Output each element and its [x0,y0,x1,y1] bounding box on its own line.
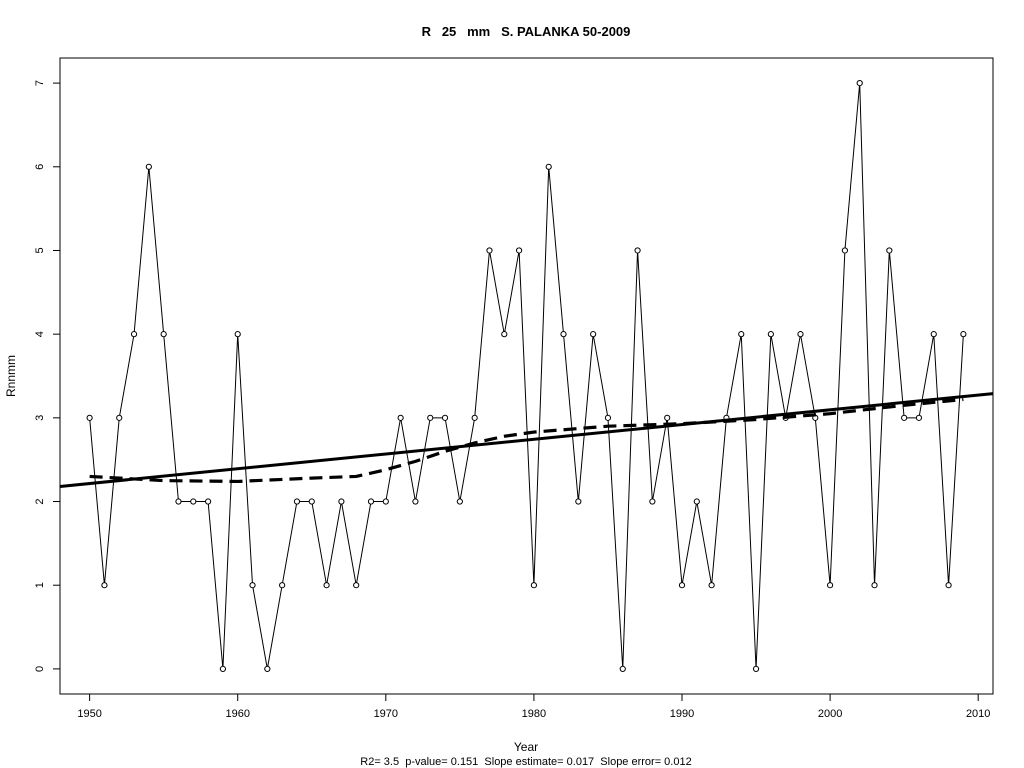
data-point [678,582,686,589]
data-point [145,163,152,170]
y-tick-label: 0 [34,666,46,672]
data-point [130,331,138,338]
data-point [486,247,493,254]
y-tick-label: 3 [34,415,46,421]
data-point [264,665,271,672]
data-point [353,582,360,589]
data-point [338,498,345,505]
x-axis-label: Year [514,740,538,754]
stats-footnote: R2= 3.5 p-value= 0.151 Slope estimate= 0… [360,756,691,768]
data-point [219,665,227,672]
data-point [841,247,849,254]
data-point [175,498,182,505]
data-point [664,414,671,421]
y-tick-label: 6 [34,164,46,170]
data-point [441,414,449,421]
x-axis: 1950 1960 1970 1980 1990 2000 2010 [77,693,990,720]
y-tick-label: 4 [34,331,46,337]
x-tick-label: 1980 [522,708,546,720]
data-point [945,582,952,589]
data-point [560,331,567,338]
data-point [323,582,330,589]
data-point [293,498,301,505]
data-point [515,247,523,254]
data-point [590,331,597,338]
data-point [693,498,700,505]
data-point [160,331,167,338]
x-tick-label: 2010 [966,708,990,720]
data-point [649,498,656,505]
data-point [826,582,834,589]
data-point [456,498,463,505]
data-point [738,331,745,338]
data-point [116,414,123,421]
data-point [752,665,760,672]
data-point [86,414,93,421]
data-point [530,582,538,589]
y-tick-label: 5 [34,247,46,253]
data-point [960,331,967,338]
data-point [249,582,256,589]
data-point [190,498,197,505]
data-point [427,414,434,421]
data-point [856,80,863,87]
data-point [101,582,108,589]
data-point [575,498,582,505]
data-point [767,331,774,338]
data-point [279,582,286,589]
data-point [412,498,419,505]
data-point [708,582,715,589]
data-point [471,414,478,421]
data-point [234,331,241,338]
data-point [930,331,937,338]
y-tick-label: 7 [34,80,46,86]
y-axis: 0 1 2 3 4 5 6 7 [34,80,61,672]
data-point [634,247,641,254]
data-point [545,163,552,170]
data-point [397,414,404,421]
chart-title: R 25 mm S. PALANKA 50-2009 [422,24,631,39]
data-point [915,414,923,421]
data-point [886,247,893,254]
x-tick-label: 1990 [670,708,694,720]
data-point [871,582,878,589]
data-point [901,414,908,421]
data-point [382,498,389,505]
data-point [797,331,804,338]
data-point [501,331,508,338]
data-point [619,665,626,672]
smoothed-line [89,397,964,484]
trend-line [59,392,994,488]
y-tick-label: 1 [34,582,46,588]
x-tick-label: 1960 [225,708,249,720]
y-tick-label: 2 [34,498,46,504]
x-tick-label: 1950 [77,708,101,720]
x-tick-label: 1970 [374,708,398,720]
data-point [308,498,315,505]
data-point [367,498,375,505]
data-point [604,414,612,421]
y-axis-label: Rnnmm [4,355,18,397]
x-tick-label: 2000 [818,708,842,720]
data-point [204,498,212,505]
series-line [89,83,964,669]
series-layer [59,80,994,672]
